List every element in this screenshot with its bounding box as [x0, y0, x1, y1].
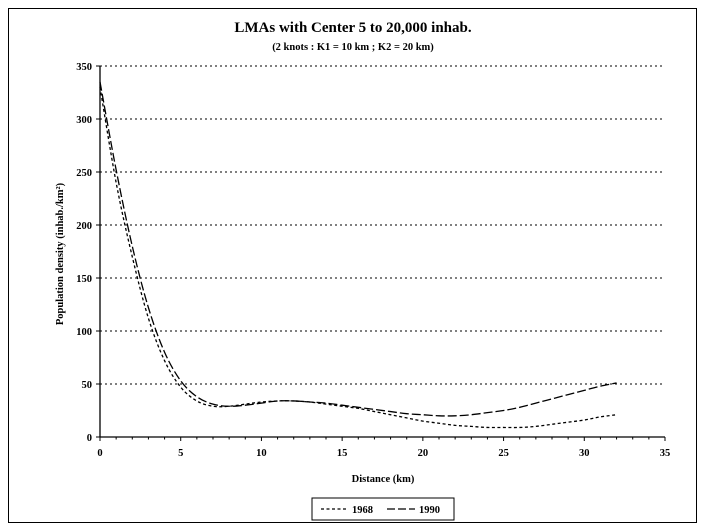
y-tick-label-150: 150 — [76, 274, 92, 285]
gridlines — [100, 65, 665, 385]
y-tick-label-350: 350 — [76, 62, 92, 73]
chart-subtitle: (2 knots : K1 = 10 km ; K2 = 20 km) — [272, 42, 434, 53]
legend: 1968 1990 — [311, 497, 455, 521]
y-axis-label: Population density (inhab./km²) — [55, 182, 66, 325]
x-tick-label-20: 20 — [418, 448, 429, 459]
chart-title: LMAs with Center 5 to 20,000 inhab. — [234, 20, 471, 36]
x-tick-label-0: 0 — [97, 448, 102, 459]
legend-label-1968: 1968 — [352, 505, 373, 516]
axes — [96, 65, 666, 441]
x-tick-label-10: 10 — [256, 448, 267, 459]
y-tick-label-50: 50 — [82, 380, 93, 391]
tick-labels: 0 50 100 150 200 250 300 350 0 5 10 15 20 25 30 35 — [76, 62, 670, 459]
chart-frame — [8, 8, 697, 523]
y-tick-label-100: 100 — [76, 327, 92, 338]
x-axis-label: Distance (km) — [352, 474, 415, 485]
x-tick-label-25: 25 — [498, 448, 509, 459]
y-tick-label-200: 200 — [76, 221, 92, 232]
legend-box — [311, 497, 455, 521]
y-tick-label-250: 250 — [76, 168, 92, 179]
series-group — [99, 81, 617, 429]
series-line-1968 — [99, 87, 617, 429]
x-tick-label-35: 35 — [660, 448, 671, 459]
series-line-1990 — [99, 81, 617, 417]
y-tick-label-300: 300 — [76, 115, 92, 126]
legend-label-1990: 1990 — [419, 505, 440, 516]
x-tick-label-5: 5 — [178, 448, 183, 459]
x-tick-label-30: 30 — [579, 448, 590, 459]
y-tick-label-0: 0 — [87, 433, 92, 444]
x-tick-label-15: 15 — [337, 448, 348, 459]
